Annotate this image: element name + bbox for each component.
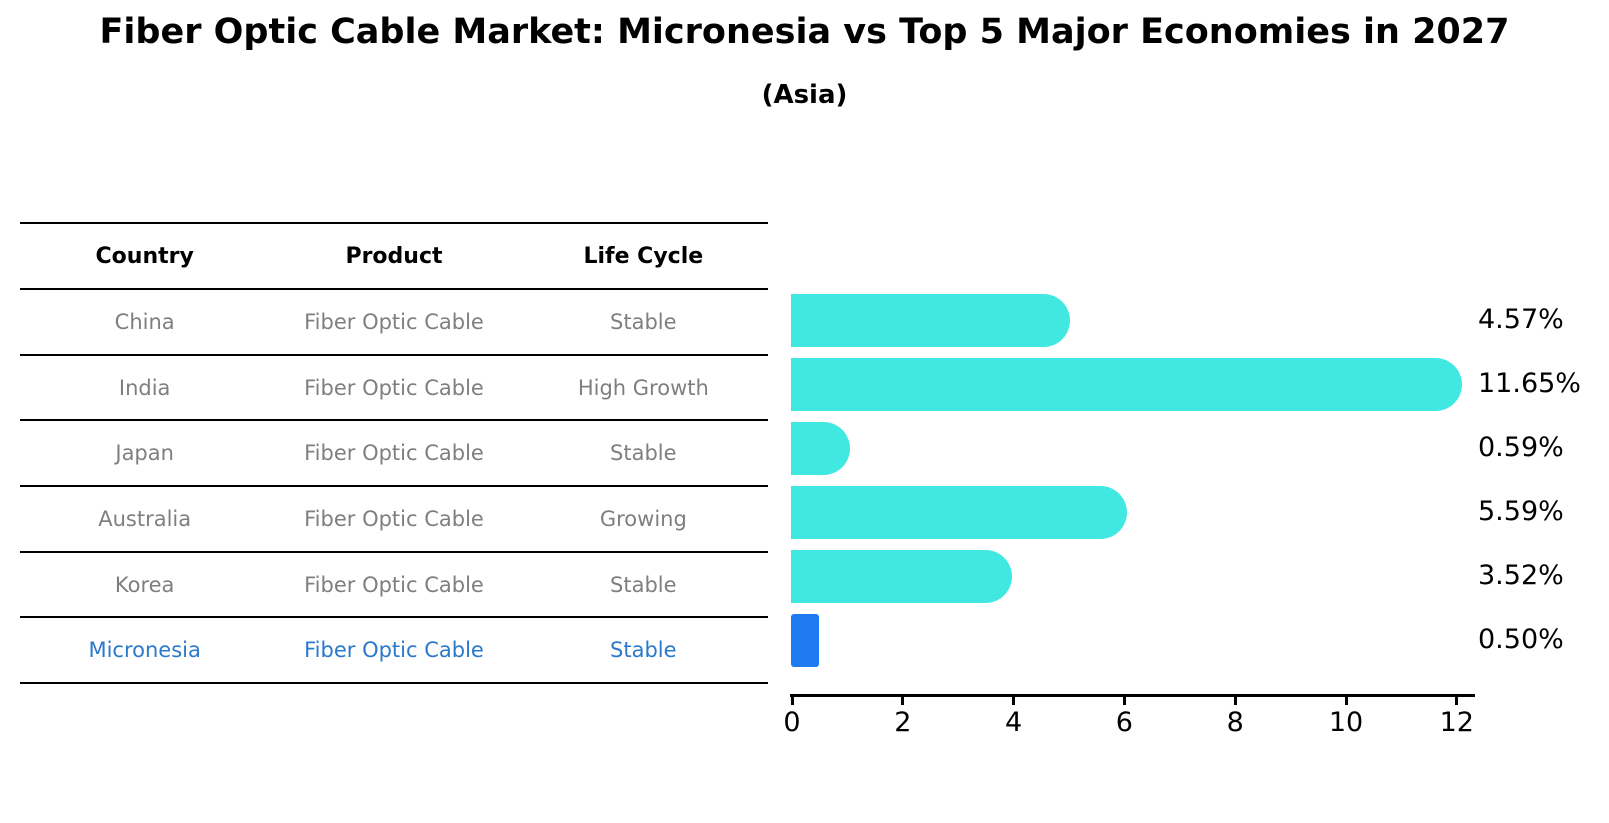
x-tick-mark-4: [1012, 696, 1016, 705]
bar-korea: [791, 549, 1012, 603]
x-tick-label-6: 6: [1115, 707, 1133, 738]
col-header-product: Product: [345, 243, 443, 269]
cell-country: India: [118, 375, 171, 400]
x-tick-mark-12: [1455, 696, 1459, 705]
table-row-china: China Fiber Optic Cable Stable: [20, 290, 768, 356]
table-row-micronesia: Micronesia Fiber Optic Cable Stable: [20, 618, 768, 685]
table-row-japan: Japan Fiber Optic Cable Stable: [20, 421, 768, 488]
cell-lifecycle: Stable: [610, 638, 677, 663]
cell-lifecycle: High Growth: [577, 375, 709, 400]
cell-country: Korea: [114, 572, 175, 597]
value-label-china: 4.57%: [1478, 304, 1564, 335]
cell-product: Fiber Optic Cable: [304, 309, 484, 334]
cell-lifecycle: Stable: [610, 441, 677, 466]
x-tick-mark-10: [1344, 696, 1348, 705]
cell-product: Fiber Optic Cable: [304, 375, 484, 400]
col-header-lifecycle: Life Cycle: [583, 243, 704, 269]
x-tick-label-8: 8: [1226, 707, 1244, 738]
cell-lifecycle: Stable: [610, 309, 677, 334]
value-label-japan: 0.59%: [1478, 432, 1564, 463]
table-body: China Fiber Optic Cable Stable India Fiber O…: [20, 290, 768, 685]
x-tick-label-2: 2: [894, 707, 912, 738]
bar-india: [791, 357, 1463, 411]
x-tick-label-10: 10: [1328, 707, 1364, 738]
cell-product: Fiber Optic Cable: [304, 638, 484, 663]
value-label-india: 11.65%: [1478, 368, 1581, 399]
x-tick-mark-8: [1233, 696, 1237, 705]
cell-product: Fiber Optic Cable: [304, 506, 484, 531]
value-label-australia: 5.59%: [1478, 496, 1564, 527]
table-row-india: India Fiber Optic Cable High Growth: [20, 356, 768, 422]
value-label-micronesia: 0.50%: [1478, 624, 1564, 655]
value-label-korea: 3.52%: [1478, 560, 1564, 591]
cell-product: Fiber Optic Cable: [304, 441, 484, 466]
table-row-korea: Korea Fiber Optic Cable Stable: [20, 553, 768, 619]
country-table: Country Product Life Cycle China Fiber Op…: [20, 222, 768, 685]
page-title: Fiber Optic Cable Market: Micronesia vs …: [99, 12, 1510, 52]
x-tick-label-0: 0: [783, 707, 801, 738]
table-header-row: Country Product Life Cycle: [20, 222, 768, 290]
bar-australia: [791, 485, 1127, 539]
x-tick-mark-0: [790, 696, 794, 705]
cell-country: Micronesia: [88, 638, 201, 663]
x-axis-line: [790, 694, 1475, 697]
cell-country: China: [114, 309, 175, 334]
cell-product: Fiber Optic Cable: [304, 572, 484, 597]
col-header-country: Country: [95, 243, 194, 269]
cell-country: Australia: [98, 506, 192, 531]
cell-lifecycle: Growing: [599, 506, 687, 531]
table-row-australia: Australia Fiber Optic Cable Growing: [20, 487, 768, 553]
x-tick-label-4: 4: [1005, 707, 1023, 738]
cell-country: Japan: [115, 441, 174, 466]
cell-lifecycle: Stable: [610, 572, 677, 597]
x-tick-mark-6: [1122, 696, 1126, 705]
bar-japan: [791, 421, 850, 475]
bar-micronesia: [791, 613, 819, 667]
x-tick-label-12: 12: [1439, 707, 1474, 738]
x-tick-mark-2: [901, 696, 905, 705]
bar-china: [791, 293, 1071, 347]
page-subtitle: (Asia): [761, 80, 848, 110]
